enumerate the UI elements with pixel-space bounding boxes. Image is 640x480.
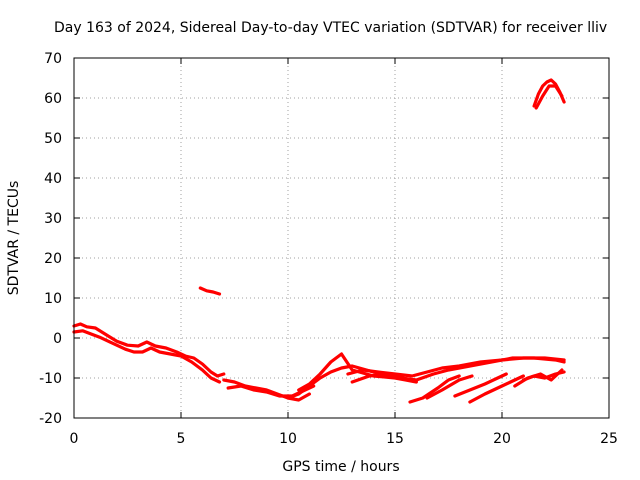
trace-rise bbox=[286, 364, 414, 400]
axis-ticks bbox=[73, 57, 610, 419]
trace-late-1 bbox=[408, 374, 461, 404]
x-tick-label: 5 bbox=[177, 431, 186, 447]
y-axis-label: SDTVAR / TECUs bbox=[6, 181, 22, 296]
trace-afternoon-2 bbox=[350, 356, 566, 384]
x-tick-label: 15 bbox=[386, 431, 404, 447]
x-tick-label: 25 bbox=[600, 431, 618, 447]
x-tick-label: 0 bbox=[70, 431, 79, 447]
trace-rise-2 bbox=[297, 352, 418, 392]
y-tick-label: -10 bbox=[39, 371, 62, 387]
y-tick-label: 40 bbox=[44, 171, 62, 187]
trace-late-3 bbox=[453, 372, 508, 398]
y-tick-label: 50 bbox=[44, 131, 62, 147]
x-tick-labels: 0 5 10 15 20 25 bbox=[70, 431, 618, 447]
x-tick-label: 10 bbox=[279, 431, 297, 447]
trace-main-lower bbox=[72, 329, 222, 384]
trace-late-6 bbox=[521, 370, 566, 382]
plot-frame bbox=[73, 57, 610, 419]
data-series bbox=[72, 78, 566, 404]
trace-main-upper bbox=[72, 322, 226, 378]
y-tick-label: 0 bbox=[53, 331, 62, 347]
y-tick-labels: -20 -10 0 10 20 30 40 50 60 70 bbox=[39, 51, 62, 427]
trace-late-2 bbox=[425, 374, 474, 400]
trace-late-4 bbox=[468, 374, 526, 404]
trace-isolated-6h bbox=[198, 286, 222, 296]
y-tick-label: 20 bbox=[44, 251, 62, 267]
y-tick-label: 70 bbox=[44, 51, 62, 67]
y-tick-label: 30 bbox=[44, 211, 62, 227]
chart-title: Day 163 of 2024, Sidereal Day-to-day VTE… bbox=[54, 20, 607, 36]
grid-lines bbox=[74, 58, 609, 418]
trace-arc-22h-b bbox=[534, 84, 564, 110]
x-tick-label: 20 bbox=[493, 431, 511, 447]
x-axis-label: GPS time / hours bbox=[282, 459, 399, 475]
trace-midday bbox=[222, 378, 311, 402]
y-tick-label: 60 bbox=[44, 91, 62, 107]
y-tick-label: 10 bbox=[44, 291, 62, 307]
y-tick-label: -20 bbox=[39, 411, 62, 427]
